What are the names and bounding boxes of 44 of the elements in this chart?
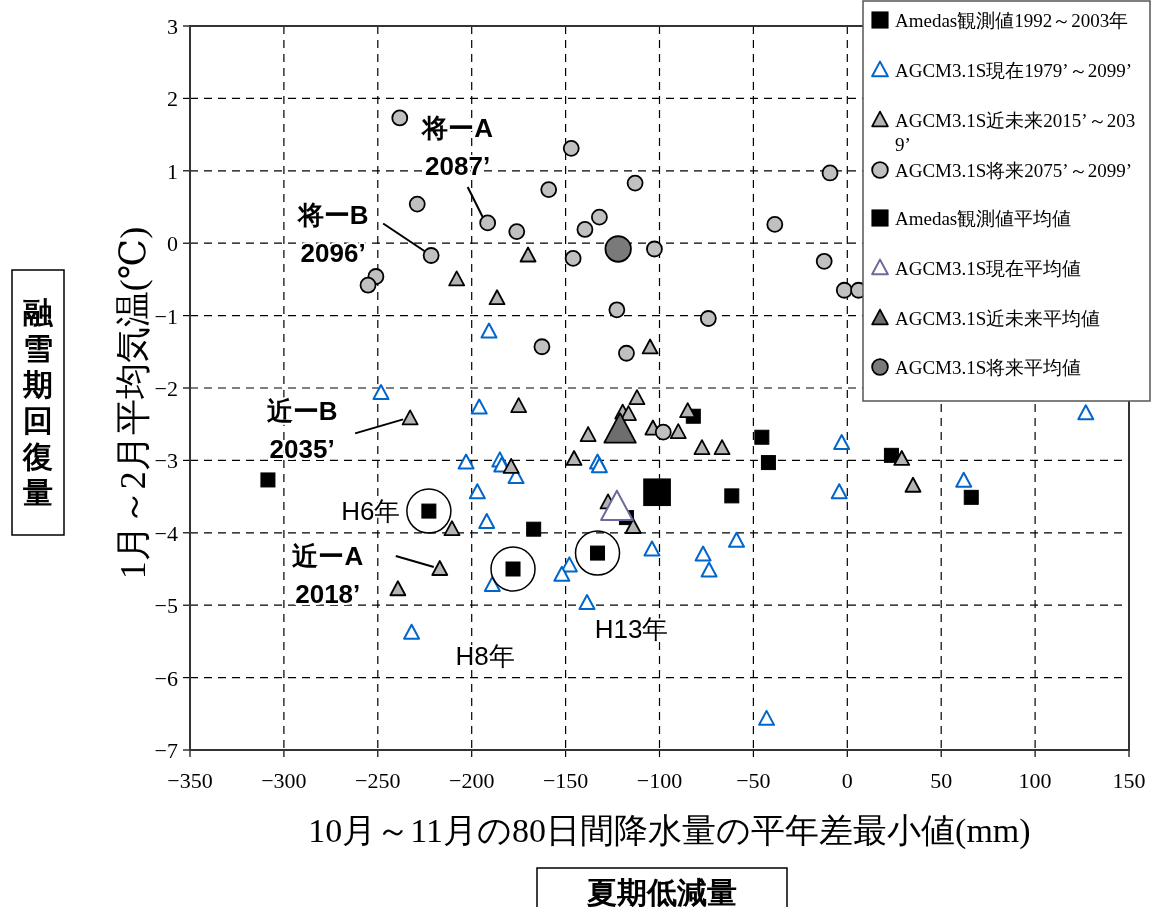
legend-label: AGCM3.1S現在平均値	[895, 258, 1082, 279]
annotation: 近ーA 2018’	[292, 541, 364, 609]
y-tick-label: −2	[154, 376, 178, 401]
x-axis-title: 10月～11月の80日間降水量の平年差最小値(mm)	[308, 812, 1031, 850]
legend-label: AGCM3.1S将来平均値	[895, 357, 1082, 378]
x-tick-label: 100	[1018, 768, 1052, 793]
x-tick-label: −250	[355, 768, 401, 793]
y-tick-label: −1	[154, 303, 178, 329]
y-tick-label: −3	[154, 448, 178, 474]
x-tick-label: 0	[841, 768, 853, 793]
annotation: H13年	[594, 614, 669, 645]
annotation: 近ーB 2035’	[266, 396, 338, 465]
y-tick-label: −4	[154, 520, 178, 546]
legend-label: AGCM3.1S現在1979’～2099’	[895, 60, 1132, 81]
legend-label: Amedas観測値平均値	[895, 208, 1072, 229]
legend-label: AGCM3.1S近未来2015’～2039’	[895, 110, 1136, 155]
annotation: H8年	[455, 641, 515, 671]
annotation: H6年	[341, 488, 452, 534]
annotation: H8年	[455, 546, 536, 671]
annotation: 近ーA 2018’	[292, 541, 435, 609]
annotation: 将ーB 2096’	[297, 199, 427, 268]
legend-label: Amedas観測値1992～2003年	[895, 10, 1129, 31]
legend-label: AGCM3.1S将来2075’～2099’	[895, 160, 1132, 181]
annotation: 近ーB 2035’	[266, 396, 405, 465]
y-tick-label: −5	[154, 593, 178, 619]
x-tick-label: 150	[1112, 768, 1146, 793]
annotation: H13年	[574, 530, 669, 645]
annotation: 将ーB 2096’	[295, 199, 369, 268]
y-axis-title: 1月～2月平均気温(℃)	[113, 226, 153, 580]
y-tick-label: −7	[154, 738, 178, 763]
x-tick-label: −150	[542, 768, 589, 793]
y-tick-label: 2	[167, 86, 178, 112]
x-tick-label: −50	[736, 768, 771, 793]
x-tick-label: 50	[930, 768, 953, 793]
y-tick-label: 1	[167, 158, 178, 184]
y-tick-label: 0	[167, 231, 178, 257]
x-tick-label: −100	[636, 768, 683, 793]
legend-label: AGCM3.1S近未来平均値	[895, 308, 1101, 329]
x-tick-label: −200	[448, 768, 495, 793]
annotation: H6年	[341, 496, 401, 527]
x-tick-label: −350	[167, 768, 213, 793]
y-tick-label: 3	[167, 14, 178, 39]
y-tick-label: −6	[154, 665, 178, 691]
x-tick-label: −300	[261, 768, 307, 793]
